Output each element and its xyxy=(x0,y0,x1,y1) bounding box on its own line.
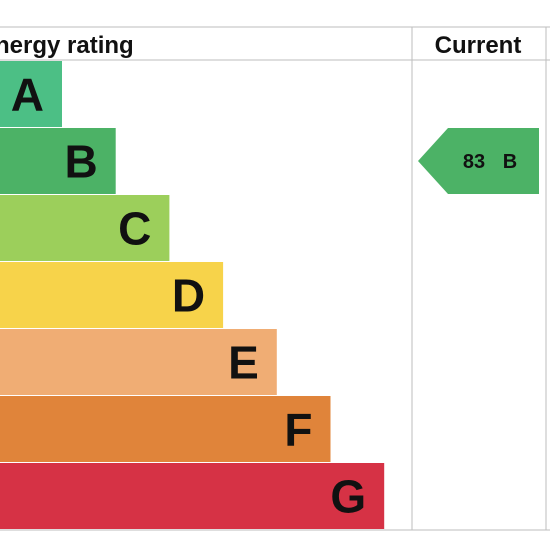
band-f-bar xyxy=(0,396,331,462)
current-rating-band: B xyxy=(503,151,517,173)
band-a-bar xyxy=(0,61,62,127)
current-rating-indicator: 83 B xyxy=(418,128,539,194)
band-a-label: A xyxy=(11,69,44,121)
current-rating-value: 83 xyxy=(463,151,485,173)
band-d-bar xyxy=(0,262,224,328)
current-column-header: Current xyxy=(435,32,522,59)
band-g-bar xyxy=(0,463,385,529)
current-rating-arrow xyxy=(418,128,539,194)
band-e-bar xyxy=(0,329,277,395)
band-c-label: C xyxy=(118,203,151,255)
band-e-label: E xyxy=(228,337,259,389)
band-f-label: F xyxy=(284,404,312,456)
band-g-label: G xyxy=(330,471,366,523)
chart-title: Energy rating xyxy=(0,32,134,59)
band-c-bar xyxy=(0,195,170,261)
band-d-label: D xyxy=(172,270,205,322)
band-b-bar xyxy=(0,128,116,194)
band-b-label: B xyxy=(64,136,97,188)
